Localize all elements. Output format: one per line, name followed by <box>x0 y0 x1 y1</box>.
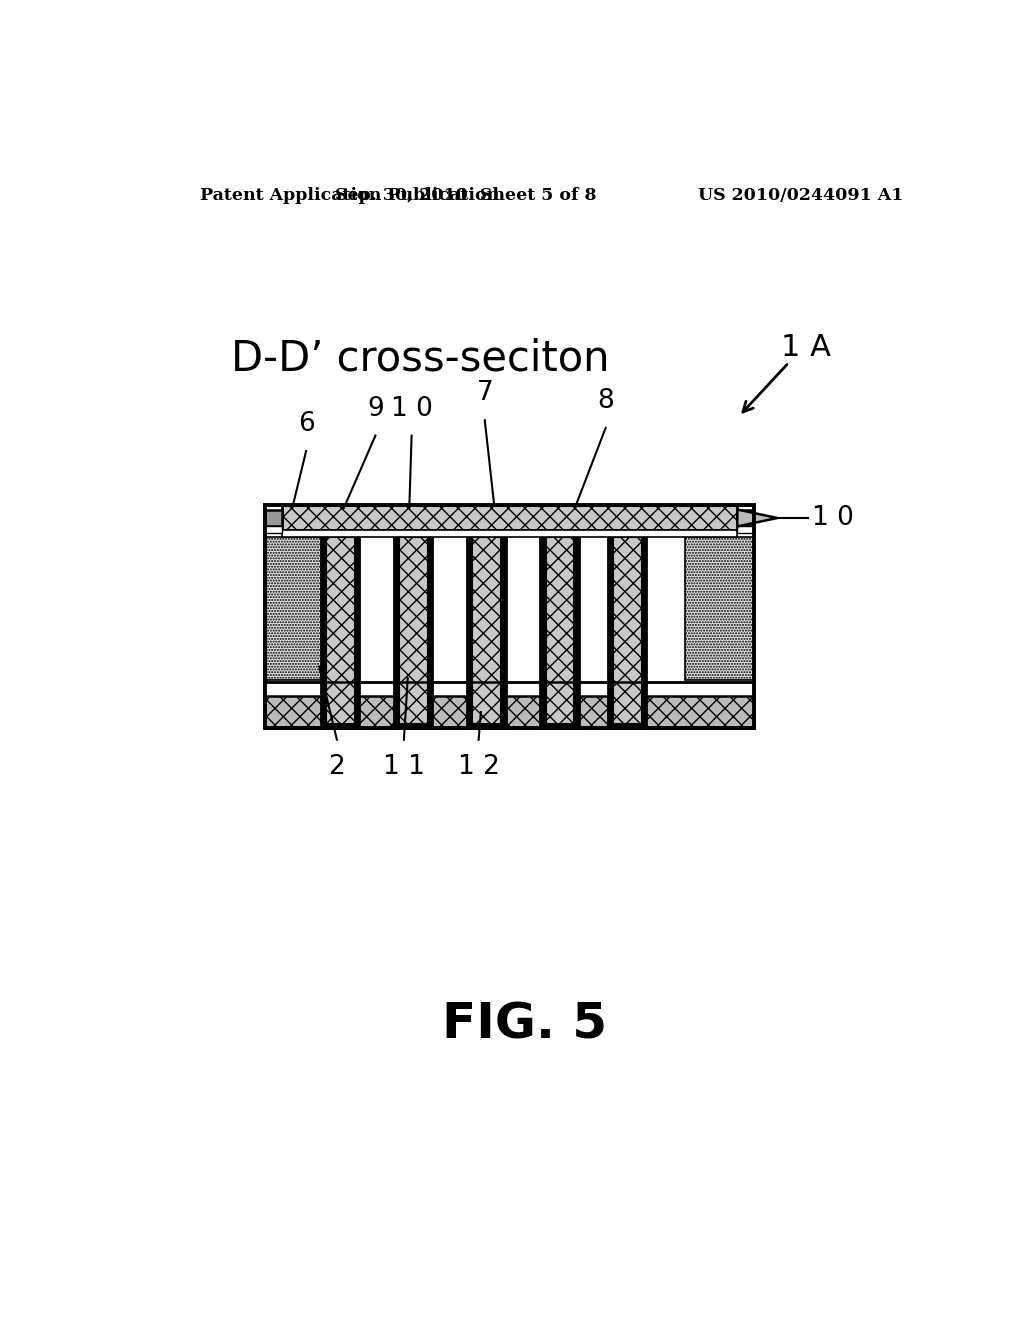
Bar <box>265 510 283 527</box>
Text: 6: 6 <box>298 411 314 437</box>
Bar <box>283 529 737 537</box>
Bar <box>265 537 335 680</box>
Bar <box>265 527 283 533</box>
Bar <box>265 537 755 682</box>
Bar <box>685 537 755 680</box>
Bar <box>546 537 573 723</box>
Bar <box>737 510 755 527</box>
Text: US 2010/0244091 A1: US 2010/0244091 A1 <box>697 187 903 203</box>
Text: 1 0: 1 0 <box>391 396 432 422</box>
Text: 2: 2 <box>329 754 345 780</box>
Text: 7: 7 <box>476 380 494 407</box>
Text: 1 0: 1 0 <box>812 506 854 531</box>
Bar <box>467 537 506 729</box>
Text: 1 1: 1 1 <box>383 754 425 780</box>
Text: Sep. 30, 2010  Sheet 5 of 8: Sep. 30, 2010 Sheet 5 of 8 <box>335 187 596 203</box>
Text: Patent Application Publication: Patent Application Publication <box>200 187 499 203</box>
Bar <box>265 506 755 729</box>
Text: D-D’ cross-seciton: D-D’ cross-seciton <box>230 338 609 380</box>
Bar <box>399 537 427 723</box>
Bar <box>326 537 354 723</box>
Polygon shape <box>737 510 777 527</box>
Bar <box>265 696 755 729</box>
Bar <box>283 506 737 529</box>
Text: 9: 9 <box>367 396 384 422</box>
Text: 1 2: 1 2 <box>458 754 500 780</box>
Bar <box>394 537 432 729</box>
Bar <box>321 537 359 729</box>
Text: FIG. 5: FIG. 5 <box>442 1001 607 1048</box>
Text: 1 A: 1 A <box>781 333 831 362</box>
Bar <box>737 527 755 533</box>
Bar <box>613 537 641 723</box>
Bar <box>608 537 646 729</box>
Bar <box>541 537 579 729</box>
Text: 8: 8 <box>597 388 614 414</box>
Bar <box>472 537 500 723</box>
